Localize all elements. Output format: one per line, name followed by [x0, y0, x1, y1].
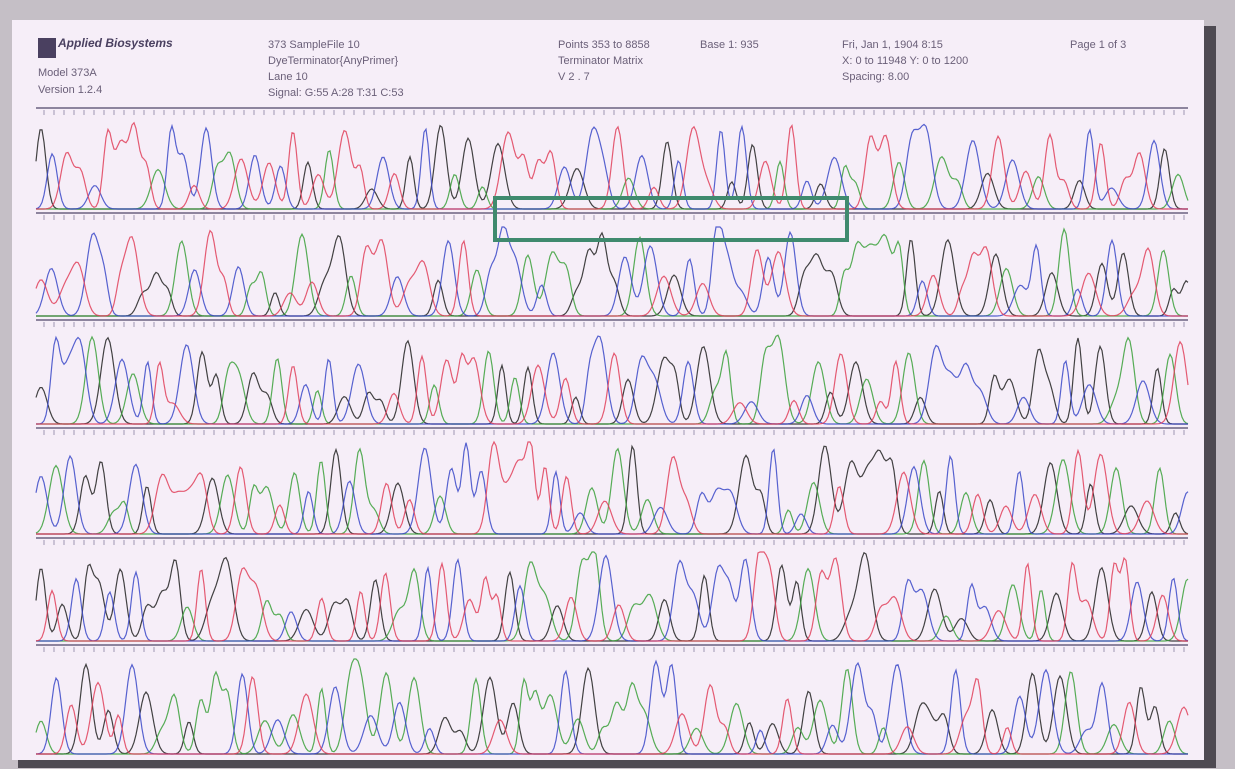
- model: Model 373A: [38, 67, 97, 79]
- base: Base 1: 935: [700, 39, 759, 51]
- page-number: Page 1 of 3: [1070, 39, 1126, 51]
- signal: Signal: G:55 A:28 T:31 C:53: [268, 87, 404, 99]
- version: Version 1.2.4: [38, 84, 102, 96]
- range: X: 0 to 11948 Y: 0 to 1200: [842, 55, 968, 67]
- software: V 2 . 7: [558, 71, 590, 83]
- sample: 373 SampleFile 10: [268, 39, 360, 51]
- lane: Lane 10: [268, 71, 308, 83]
- chemistry: DyeTerminator{AnyPrimer}: [268, 55, 399, 67]
- spacing: Spacing: 8.00: [842, 71, 909, 83]
- logo-mark: [38, 38, 56, 58]
- date: Fri, Jan 1, 1904 8:15: [842, 39, 943, 51]
- logo-text: Applied Biosystems: [57, 36, 173, 50]
- page: Applied Biosystems Model 373A Version 1.…: [0, 0, 1235, 769]
- scan: Applied Biosystems Model 373A Version 1.…: [0, 0, 1235, 769]
- matrix: Terminator Matrix: [558, 55, 643, 67]
- points: Points 353 to 8858: [558, 39, 650, 51]
